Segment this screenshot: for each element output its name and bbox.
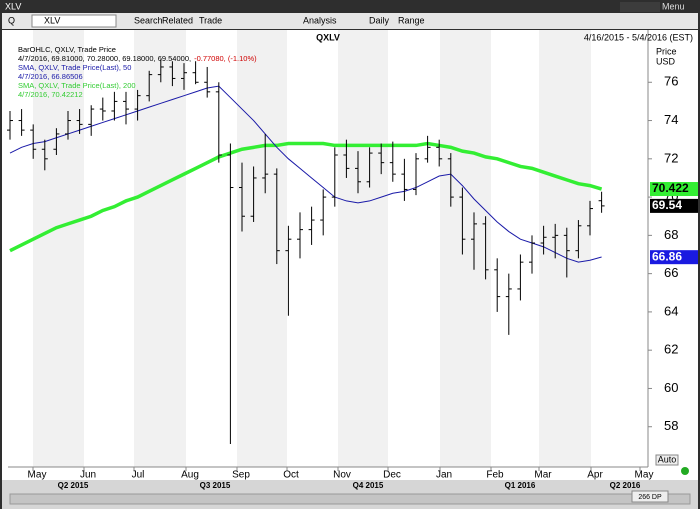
toolbar-items: Search Related Trade Analysis Daily Range	[134, 15, 425, 25]
dp-box	[631, 490, 669, 503]
legend-text: SMA, QXLV, Trade Price(Last), 200	[18, 81, 136, 90]
price-tag	[650, 198, 698, 213]
menu-button[interactable]	[620, 2, 660, 12]
y-tick-label: 72	[664, 150, 678, 165]
menu-label[interactable]: Menu	[662, 1, 685, 11]
y-tick-label: 74	[664, 112, 678, 127]
symbol-prefix[interactable]: Q	[8, 15, 15, 25]
x-tick-label: Jun	[80, 470, 96, 481]
month-band	[33, 30, 84, 467]
toolbar	[2, 13, 698, 29]
toolbar-button[interactable]: Search	[134, 15, 163, 25]
x-tick-label: Sep	[232, 470, 250, 481]
y-tick-label: 60	[664, 380, 678, 395]
scrollbar[interactable]	[9, 493, 691, 505]
y-tick-label: 76	[664, 74, 678, 89]
price-tag	[650, 250, 698, 265]
x-tick-label: Jul	[132, 470, 145, 481]
y-axis-label: USD	[656, 56, 676, 66]
legend-line: SMA, QXLV, Trade Price(Last), 200	[18, 81, 136, 90]
legend-line: BarOHLC, QXLV, Trade Price	[18, 45, 116, 54]
y-tick-label: 66	[664, 265, 678, 280]
quarter-label: Q2 2016	[610, 481, 641, 490]
auto-button[interactable]	[655, 454, 679, 466]
symbol-input-text[interactable]: XLV	[44, 15, 60, 25]
month-band	[134, 30, 186, 467]
sma-line	[9, 141, 603, 253]
x-tick-label: Dec	[383, 470, 401, 481]
legend-line: 4/7/2016, 70.42212	[18, 90, 83, 99]
legend-line: 4/7/2016, 69.81000, 70.28000, 69.18000, …	[18, 54, 257, 63]
x-tick-label: Apr	[587, 470, 603, 481]
legend-text: SMA, QXLV, Trade Price(Last), 50	[18, 63, 131, 72]
x-tick-label: Mar	[534, 470, 552, 481]
x-tick-label: Aug	[181, 470, 199, 481]
quarter-label: Q1 2016	[505, 481, 536, 490]
price-tag-label: 70.422	[652, 181, 689, 195]
toolbar-button[interactable]: Daily	[369, 15, 390, 25]
quarter-label: Q2 2015	[58, 481, 89, 490]
x-tick-label: May	[635, 470, 654, 481]
symbol-input[interactable]	[31, 14, 117, 28]
x-tick-label: May	[28, 470, 47, 481]
price-tag	[650, 182, 698, 197]
quarter-label: Q3 2015	[200, 481, 231, 490]
month-bands	[33, 30, 591, 467]
y-tick-label: 58	[664, 418, 678, 433]
price-tag-label: 66.86	[652, 249, 682, 263]
toolbar-button[interactable]: Range	[398, 15, 425, 25]
legend-text: BarOHLC, QXLV, Trade Price	[18, 45, 116, 54]
month-band	[237, 30, 287, 467]
toolbar-button[interactable]: Analysis	[303, 15, 337, 25]
window-title: XLV	[5, 1, 21, 11]
price-tag-label: 69.54	[652, 198, 682, 212]
y-axis-label: Price	[656, 46, 677, 56]
legend-text: 4/7/2016, 70.42212	[18, 90, 83, 99]
sma-line	[9, 85, 602, 263]
auto-label[interactable]: Auto	[658, 454, 677, 464]
chart-title: QXLV	[316, 32, 340, 42]
data-points: 266 DP	[638, 494, 662, 501]
quarter-label: Q4 2015	[353, 481, 384, 490]
month-band	[338, 30, 388, 467]
toolbar-button[interactable]: Trade	[199, 15, 222, 25]
y-tick-label: 64	[664, 303, 678, 318]
legend-text: 4/7/2016, 66.86506	[18, 72, 83, 81]
status-dot	[681, 467, 689, 475]
month-band	[440, 30, 491, 467]
y-tick-label: 62	[664, 342, 678, 357]
x-tick-label: Oct	[283, 470, 299, 481]
x-tick-label: Feb	[486, 470, 504, 481]
legend-text: 4/7/2016, 69.81000, 70.28000, 69.18000, …	[18, 54, 191, 63]
y-tick-label: 68	[664, 227, 678, 242]
legend-line: SMA, QXLV, Trade Price(Last), 50	[18, 63, 131, 72]
date-range: 4/16/2015 - 5/4/2016 (EST)	[584, 32, 693, 42]
toolbar-button[interactable]: Related	[162, 15, 193, 25]
x-tick-label: Nov	[333, 470, 351, 481]
legend-line: 4/7/2016, 66.86506	[18, 72, 83, 81]
x-tick-label: Jan	[436, 470, 452, 481]
legend-text: -0.77080, (-1.10%)	[194, 54, 257, 63]
